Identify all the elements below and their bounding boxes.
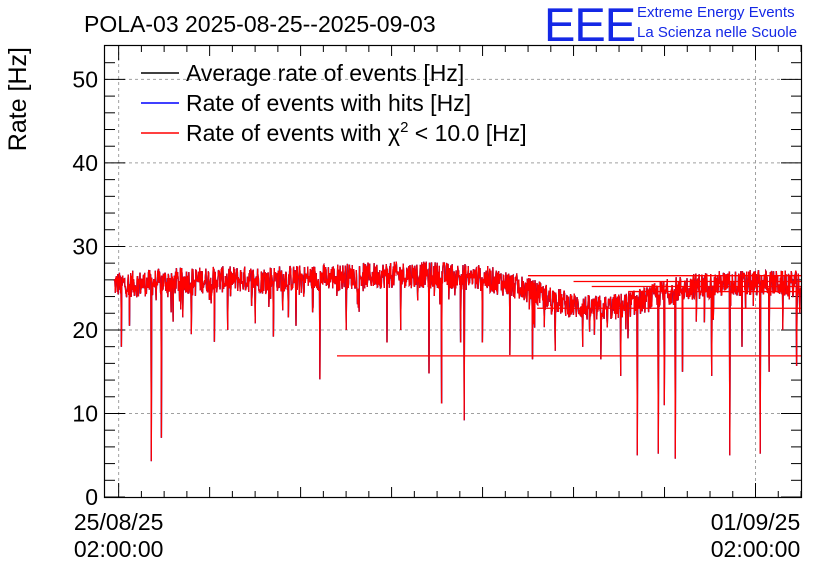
y-tick-label: 10 (72, 400, 98, 426)
y-tick-label: 20 (72, 317, 98, 343)
y-tick-label: 50 (72, 66, 98, 92)
series-chi2-rate-line (113, 261, 802, 462)
legend-label: Average rate of events [Hz] (186, 60, 464, 86)
x-tick-label-date: 25/08/25 (74, 509, 164, 535)
legend-entry-average: Average rate of events [Hz] (141, 60, 464, 86)
eee-logo: EEE (544, 0, 636, 51)
y-tick-label: 30 (72, 233, 98, 259)
plot-area (113, 261, 802, 462)
grid-lines (105, 46, 801, 497)
eee-subtitle-line1: Extreme Energy Events (637, 4, 795, 21)
y-tick-label: 40 (72, 150, 98, 176)
legend-label: Rate of events with χ2 < 10.0 [Hz] (186, 119, 527, 146)
y-tick-labels: 0 10 20 30 40 50 (72, 66, 98, 510)
legend-label: Rate of events with hits [Hz] (186, 90, 471, 116)
legend-entry-hits: Rate of events with hits [Hz] (141, 90, 471, 116)
x-tick-label-time: 02:00:00 (711, 536, 801, 562)
legend: Average rate of events [Hz] Rate of event… (141, 60, 527, 146)
x-tick-label-date: 01/09/25 (711, 509, 801, 535)
plot-frame (103, 44, 803, 499)
chart-title: POLA-03 2025-08-25--2025-09-03 (84, 11, 436, 37)
legend-entry-chi2: Rate of events with χ2 < 10.0 [Hz] (141, 119, 527, 146)
y-axis-label: Rate [Hz] (4, 47, 32, 151)
x-tick-label-time: 02:00:00 (74, 536, 164, 562)
y-tick-label: 0 (85, 484, 98, 510)
eee-subtitle-line2: La Scienza nelle Scuole (637, 24, 798, 41)
